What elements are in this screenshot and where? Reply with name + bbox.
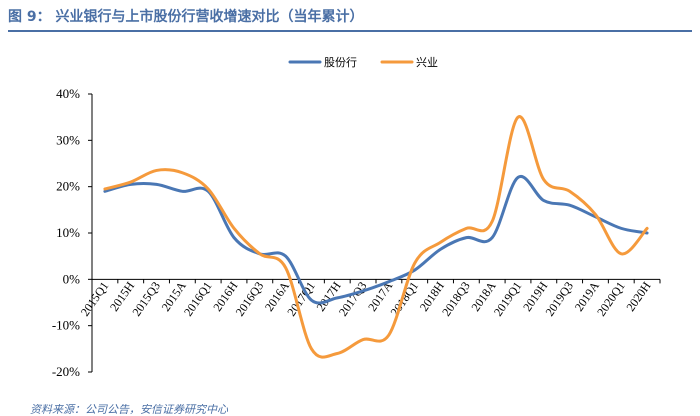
figure-title: 图 9： 兴业银行与上市股份行营收增速对比（当年累计） xyxy=(8,6,692,32)
y-tick-label: -20% xyxy=(52,364,80,379)
y-axis-ticks: -20% -10% 0% 10% 20% 30% 40% xyxy=(52,86,92,379)
y-tick-label: 40% xyxy=(56,86,80,101)
x-tick-label: 2020Q1 xyxy=(594,279,628,319)
x-tick-label: 2017Q3 xyxy=(336,279,370,319)
legend: 股份行 兴业 xyxy=(288,56,438,69)
axes xyxy=(91,94,660,372)
x-tick-label: 2019Q3 xyxy=(542,279,576,319)
x-tick-label: 2015Q3 xyxy=(129,279,163,319)
y-tick-label: 20% xyxy=(56,179,80,194)
series-line-2 xyxy=(103,115,649,359)
legend-label-1: 股份行 xyxy=(324,56,357,69)
x-tick-label: 2018Q3 xyxy=(439,279,473,319)
source-note: 资料来源：公司公告，安信证券研究中心 xyxy=(30,404,228,416)
x-tick-label: 2019Q1 xyxy=(491,279,525,319)
x-tick-label: 2020H xyxy=(623,279,653,314)
y-tick-label: 30% xyxy=(56,132,80,147)
y-tick-label: -10% xyxy=(52,318,80,333)
y-tick-label: 10% xyxy=(56,225,80,240)
legend-label-2: 兴业 xyxy=(416,56,438,69)
series-line-1 xyxy=(103,174,649,305)
x-tick-label: 2015Q1 xyxy=(78,279,112,319)
x-tick-label: 2018Q1 xyxy=(388,279,422,319)
x-axis-ticks: 2015Q12015H2015Q32015A2016Q12016H2016Q32… xyxy=(78,279,661,319)
y-tick-label: 0% xyxy=(63,271,81,286)
series-lines xyxy=(103,115,649,359)
x-tick-label: 2016Q1 xyxy=(181,279,215,319)
x-tick-label: 2016Q3 xyxy=(233,279,267,319)
